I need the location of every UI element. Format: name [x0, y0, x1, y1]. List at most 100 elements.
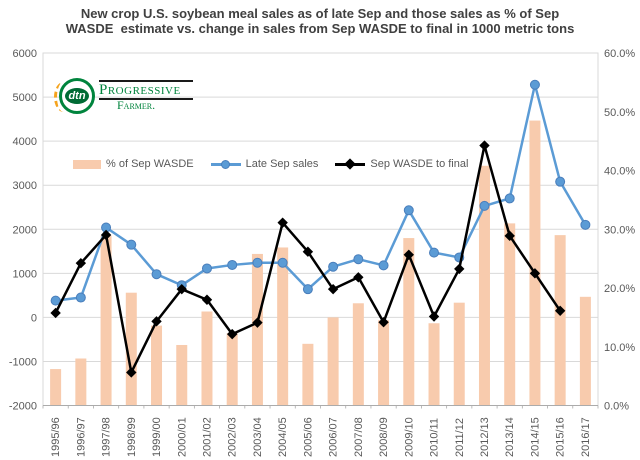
- late-sep-sales-point-1998/99: [126, 239, 137, 250]
- y-axis-right-tick-label: 20.0%: [604, 283, 635, 295]
- x-axis-category-label: 2007/08: [353, 417, 365, 457]
- y-axis-left-tick-label: 0: [31, 312, 37, 324]
- late-sep-sales-point-2008/09: [378, 260, 389, 271]
- logo-rule-top: [99, 80, 193, 82]
- bar-2007/08: [352, 303, 364, 406]
- y-axis-right-tick-label: 60.0%: [604, 48, 635, 60]
- x-axis-category-label: 2005/06: [302, 417, 314, 457]
- y-axis-left-tick-label: -2000: [9, 401, 37, 413]
- legend-item-late-sep-sales: Late Sep sales: [210, 158, 319, 170]
- legend-label: % of Sep WASDE: [106, 158, 194, 170]
- dtn-badge-icon: dtn: [65, 88, 89, 104]
- late-sep-sales-point-2009/10: [403, 205, 414, 216]
- late-sep-sales-point-2014/15: [529, 79, 540, 90]
- bar-2001/02: [201, 311, 213, 406]
- bar-2013/14: [504, 223, 516, 406]
- x-axis-category-label: 2014/15: [529, 417, 541, 457]
- late-sep-sales-point-2001/02: [201, 263, 212, 274]
- x-axis-category-label: 1997/98: [101, 417, 113, 457]
- legend-bar-swatch-icon: [73, 159, 101, 169]
- late-sep-sales-point-2010/11: [429, 247, 440, 258]
- sep-wasde-to-final-point-2014/15: [529, 268, 541, 279]
- legend-item-sep-wasde-to-final: Sep WASDE to final: [335, 158, 468, 170]
- legend-label: Late Sep sales: [245, 158, 319, 170]
- sep-wasde-to-final-point-2006/07: [327, 283, 339, 295]
- x-axis-category-label: 2016/17: [580, 417, 592, 457]
- bar-2000/01: [176, 344, 188, 406]
- legend-item-pct-of-sep-wasde: % of Sep WASDE: [73, 158, 194, 170]
- x-axis-category-label: 2011/12: [454, 418, 466, 457]
- x-axis-category-label: 1996/97: [75, 417, 87, 457]
- x-axis-category-label: 1998/99: [126, 417, 138, 457]
- sep-wasde-to-final-point-2001/02: [201, 294, 213, 305]
- late-sep-sales-point-2003/04: [252, 257, 263, 268]
- y-axis-right-tick-label: 10.0%: [604, 342, 635, 354]
- x-axis-category-label: 2010/11: [429, 418, 441, 457]
- sep-wasde-to-final-point-2009/10: [403, 249, 414, 261]
- sep-wasde-to-final-point-2000/01: [176, 283, 187, 295]
- sep-wasde-to-final-point-2010/11: [428, 311, 440, 322]
- bar-2012/13: [478, 165, 490, 406]
- sep-wasde-to-final-point-1999/00: [151, 316, 162, 327]
- sep-wasde-to-final-point-2011/12: [454, 263, 465, 275]
- bar-1997/98: [100, 235, 112, 406]
- x-axis-category-label: 2002/03: [227, 417, 239, 457]
- bar-2006/07: [327, 317, 339, 406]
- sep-wasde-to-final-point-2007/08: [353, 272, 364, 283]
- sep-wasde-to-final-point-1997/98: [100, 229, 112, 241]
- bar-1998/99: [125, 292, 137, 406]
- bar-2016/17: [579, 296, 591, 406]
- sep-wasde-to-final-point-2008/09: [378, 317, 389, 328]
- sep-wasde-to-final-point-2005/06: [302, 246, 314, 257]
- y-axis-left-tick-label: 1000: [13, 268, 37, 280]
- y-axis-right-tick-label: 50.0%: [604, 107, 635, 119]
- sep-wasde-to-final-point-2013/14: [504, 230, 515, 242]
- bar-1999/00: [151, 325, 163, 406]
- x-axis-category-label: 2004/05: [277, 417, 289, 457]
- logo-brand-farmer: Farmer.: [117, 98, 156, 112]
- late-sep-sales-point-2004/05: [277, 257, 288, 268]
- x-axis-category-label: 2001/02: [201, 417, 213, 457]
- logo-brand-progressive: Progressive: [99, 82, 181, 98]
- bar-2008/09: [378, 320, 390, 406]
- x-axis-category-label: 1999/00: [151, 417, 163, 457]
- bar-2009/10: [403, 238, 415, 406]
- bar-2011/12: [453, 302, 465, 406]
- late-sep-sales-point-2005/06: [302, 284, 313, 295]
- late-sep-sales-line: [55, 83, 587, 302]
- x-axis-category-label: 2008/09: [378, 417, 390, 457]
- logo-rule-bottom: [99, 98, 193, 100]
- x-axis-category-label: 2009/10: [403, 417, 415, 457]
- y-axis-left-tick-label: -1000: [9, 356, 37, 368]
- y-axis-left-tick-label: 4000: [13, 136, 37, 148]
- sep-wasde-to-final-point-1995/96: [50, 307, 61, 319]
- sep-wasde-to-final-point-2015/16: [554, 305, 566, 316]
- legend-label: Sep WASDE to final: [370, 158, 469, 170]
- bar-2015/16: [554, 235, 566, 406]
- y-axis-left-tick-label: 6000: [13, 48, 37, 60]
- bar-2005/06: [302, 343, 314, 406]
- x-axis-category-label: 2000/01: [176, 417, 188, 457]
- sep-wasde-to-final-point-2002/03: [227, 328, 238, 340]
- x-axis-category-label: 2003/04: [252, 417, 264, 457]
- bar-2010/11: [428, 323, 440, 406]
- late-sep-sales-point-2015/16: [555, 176, 566, 187]
- bar-2004/05: [277, 247, 289, 406]
- x-axis-category-label: 2006/07: [328, 417, 340, 457]
- late-sep-sales-point-2013/14: [504, 193, 515, 204]
- logo-green-ring-icon: dtn: [59, 78, 95, 114]
- late-sep-sales-point-2007/08: [353, 254, 364, 265]
- y-axis-left-tick-label: 5000: [13, 92, 37, 104]
- late-sep-sales-point-1995/96: [50, 295, 61, 306]
- late-sep-sales-point-1999/00: [151, 269, 162, 280]
- dtn-progressive-farmer-logo: dtn Progressive Farmer.: [54, 76, 196, 118]
- chart-legend: % of Sep WASDE Late Sep sales Sep WASDE …: [73, 158, 468, 170]
- late-sep-sales-point-1996/97: [75, 292, 86, 303]
- sep-wasde-to-final-point-1998/99: [126, 367, 137, 378]
- logo-wordmark: Progressive Farmer.: [99, 80, 193, 111]
- legend-line-diamond-swatch-icon: [335, 158, 366, 170]
- late-sep-sales-point-2016/17: [580, 219, 591, 230]
- bar-2003/04: [251, 253, 263, 406]
